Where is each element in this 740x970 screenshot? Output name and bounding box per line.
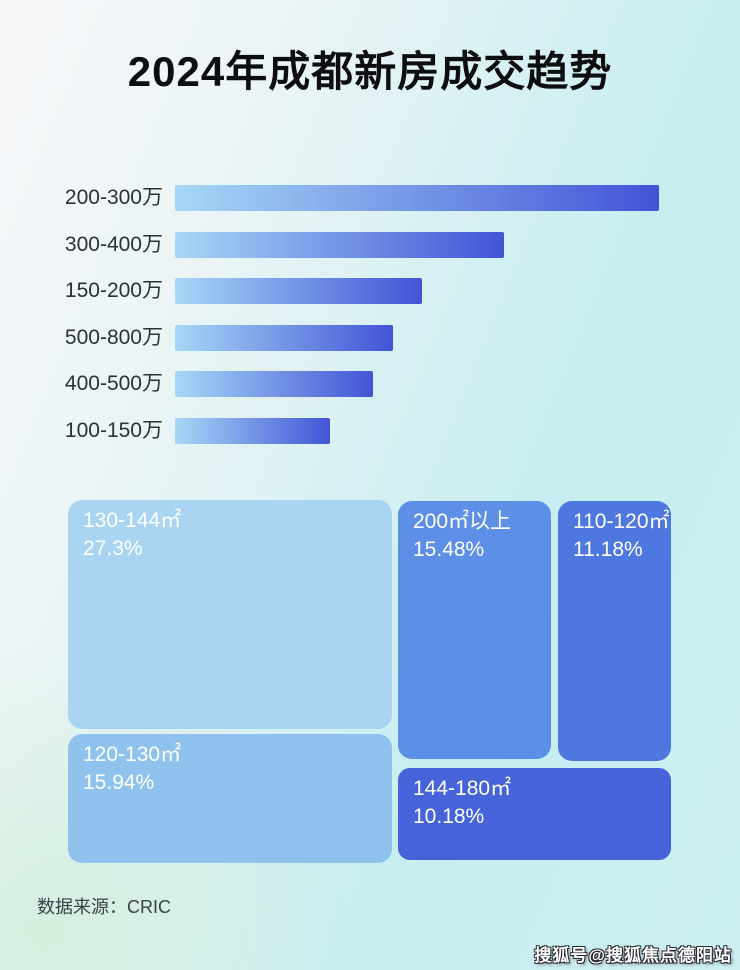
bar-row: 200-300万 <box>0 185 680 211</box>
bar-label: 500-800万 <box>64 325 163 349</box>
tile-percent-label: 11.18% <box>573 538 643 562</box>
bar-row: 100-150万 <box>0 417 680 444</box>
bar <box>175 371 374 397</box>
page-title: 2024年成都新房成交趋势 <box>127 48 613 95</box>
tile-range-label: 120-130㎡ <box>83 743 182 766</box>
treemap-tile-110-120: 110-120㎡ 11.18% <box>558 501 671 761</box>
bar-row: 500-800万 <box>0 324 680 351</box>
bar-label: 400-500万 <box>64 372 163 395</box>
bar-label: 300-400万 <box>64 232 163 256</box>
treemap-tile-144-180: 144-180㎡ 10.18% <box>398 768 671 860</box>
bar-track <box>175 231 659 258</box>
bar-label: 150-200万 <box>64 279 163 302</box>
tile-percent-label: 10.18% <box>413 805 485 829</box>
bar-track <box>175 417 659 444</box>
tile-percent-label: 27.3% <box>83 537 143 561</box>
tile-percent-label: 15.48% <box>413 538 485 562</box>
bar <box>175 185 659 211</box>
treemap-tile-200-plus: 200㎡以上 15.48% <box>398 501 551 759</box>
data-source-note: 数据来源：CRIC <box>37 897 171 917</box>
bar <box>175 231 505 258</box>
tile-percent-label: 15.94% <box>83 771 155 795</box>
bar-row: 150-200万 <box>0 278 680 304</box>
tile-range-label: 130-144㎡ <box>83 509 182 532</box>
price-range-bar-chart: 200-300万 300-400万 150-200万 500-800万 400-… <box>0 185 680 464</box>
bar-label: 100-150万 <box>64 418 163 442</box>
bar-track <box>175 278 659 304</box>
tile-range-label: 200㎡以上 <box>413 510 512 533</box>
area-share-treemap: 130-144㎡ 27.3% 120-130㎡ 15.94% 200㎡以上 15… <box>65 497 672 866</box>
watermark-sohu-account: 搜狐号@搜狐焦点德阳站 <box>534 946 732 965</box>
bar <box>175 278 422 304</box>
bar-label: 200-300万 <box>64 186 163 209</box>
bar <box>175 324 393 351</box>
bar-row: 400-500万 <box>0 371 680 397</box>
tile-range-label: 110-120㎡ <box>573 510 670 533</box>
bar-track <box>175 185 659 211</box>
bar-row: 300-400万 <box>0 231 680 258</box>
tile-range-label: 144-180㎡ <box>413 777 512 800</box>
treemap-tile-120-130: 120-130㎡ 15.94% <box>68 734 392 863</box>
treemap-tile-130-144: 130-144㎡ 27.3% <box>68 500 392 729</box>
bar-track <box>175 371 659 397</box>
bar <box>175 417 330 444</box>
bar-track <box>175 324 659 351</box>
